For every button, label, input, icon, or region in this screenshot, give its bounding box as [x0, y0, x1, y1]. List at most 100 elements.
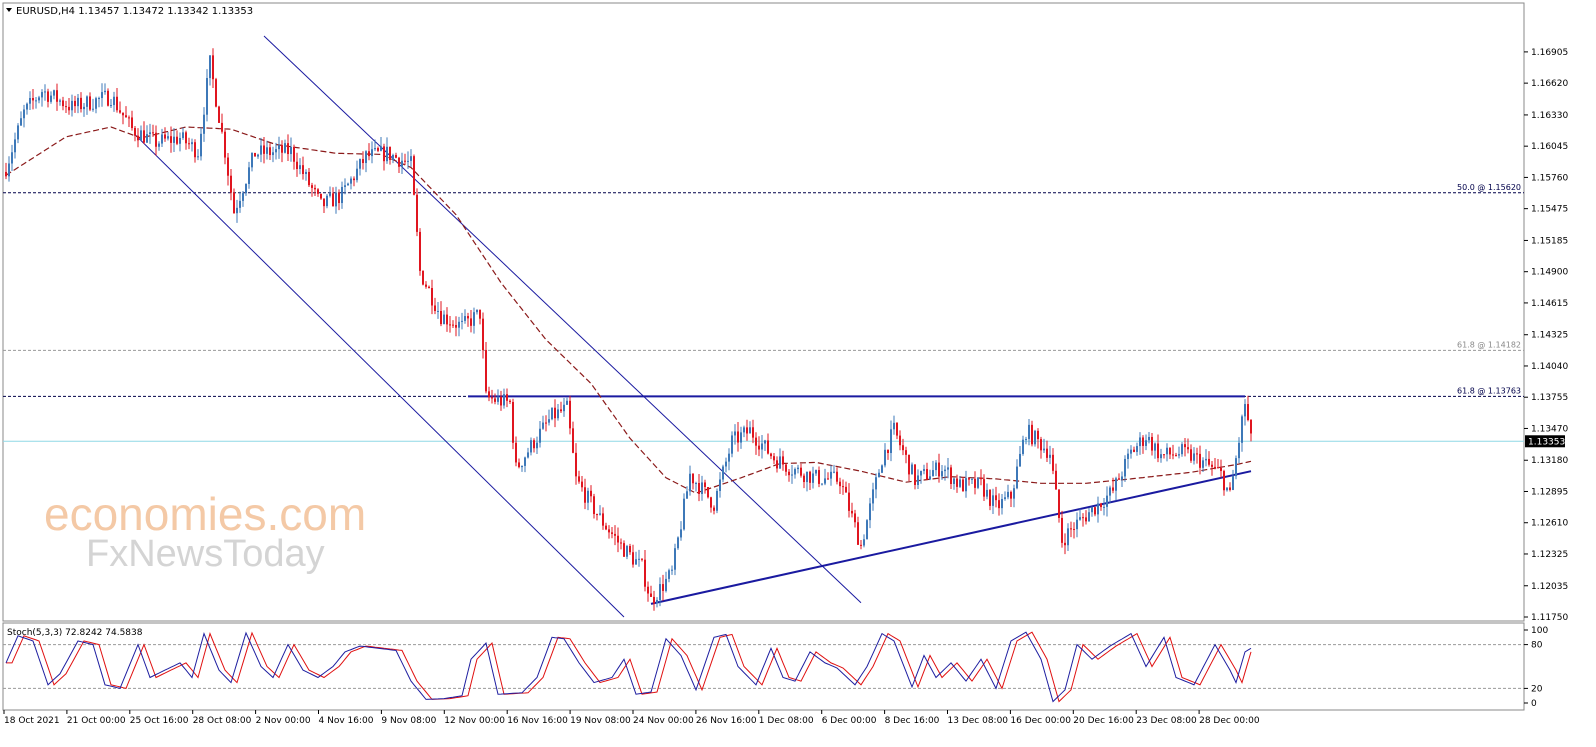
candle-bear: [293, 146, 295, 162]
candle-bull: [146, 134, 148, 143]
candle-bear: [230, 175, 232, 193]
candle-bull: [881, 465, 883, 473]
candle-bear: [1157, 443, 1159, 459]
candle-bull: [167, 136, 169, 139]
candle-bear: [758, 445, 760, 450]
candle-bull: [497, 396, 499, 402]
candle-bear: [74, 100, 76, 107]
candle-bull: [278, 145, 280, 150]
candle-bear: [704, 482, 706, 488]
watermark: economies.com FxNewsToday: [44, 488, 366, 575]
candle-bear: [782, 456, 784, 465]
candle-bull: [473, 312, 475, 326]
ma-line: [5, 126, 1252, 494]
candle-bull: [734, 431, 736, 436]
candle-bull: [890, 429, 892, 454]
candle-bull: [53, 90, 55, 96]
candle-bull: [521, 465, 523, 468]
candle-bear: [221, 122, 223, 132]
candle-bull: [503, 394, 505, 406]
fib-level-label: 50.0 @ 1.15620: [1457, 183, 1521, 192]
candle-bull: [71, 100, 73, 111]
candle-bear: [962, 479, 964, 492]
candle-bull: [35, 100, 37, 102]
candle-bull: [41, 92, 43, 98]
price-tick-label: 1.12325: [1531, 550, 1568, 560]
candle-bear: [785, 464, 787, 472]
candle-bull: [275, 149, 277, 153]
candle-bull: [182, 132, 184, 138]
candle-bear: [428, 286, 430, 289]
candle-bear: [1217, 467, 1219, 469]
candle-bull: [1154, 443, 1156, 451]
candle-bear: [47, 91, 49, 102]
candle-bear: [1199, 453, 1201, 468]
time-tick-label: 16 Nov 16:00: [507, 716, 568, 726]
candle-bull: [191, 142, 193, 145]
candle-bear: [710, 497, 712, 508]
candle-bear: [698, 483, 700, 494]
candle-bear: [623, 543, 625, 557]
candle-bull: [251, 152, 253, 168]
current-price-label: 1.13353: [1525, 435, 1565, 448]
candle-bull: [1103, 506, 1105, 508]
candle-bear: [968, 478, 970, 480]
candle-bear: [164, 134, 166, 139]
candle-bull: [260, 145, 262, 155]
candle-bear: [776, 460, 778, 469]
candle-bear: [125, 115, 127, 118]
candle-bull: [461, 320, 463, 322]
candle-bear: [32, 98, 34, 101]
candle-bull: [638, 558, 640, 560]
candle-bull: [671, 569, 673, 571]
candle-bull: [1049, 454, 1051, 458]
price-axis: 1.16905 1.16620 1.16330 1.16045 1.15760 1.154…: [1524, 48, 1568, 623]
candle-bear: [404, 160, 406, 162]
candle-bear: [1142, 437, 1144, 446]
candle-bear: [533, 440, 535, 449]
candle-bear: [80, 97, 82, 110]
candle-bull: [551, 407, 553, 420]
candle-bear: [383, 146, 385, 162]
candle-bear: [323, 198, 325, 207]
candle-bull: [806, 471, 808, 483]
candle-bear: [857, 522, 859, 545]
candle-bull: [815, 470, 817, 474]
candle-bull: [305, 171, 307, 175]
candle-bull: [476, 309, 478, 313]
candle-bull: [911, 464, 913, 475]
candle-bull: [1091, 507, 1093, 513]
candle-bear: [215, 79, 217, 107]
candle-bear: [1184, 444, 1186, 448]
triangle-down-icon[interactable]: [6, 8, 12, 12]
candle-bull: [299, 165, 301, 170]
candle-bear: [827, 478, 829, 480]
time-tick-label: 2 Nov 00:00: [256, 716, 311, 726]
candle-bull: [875, 477, 877, 490]
trendlines: [134, 35, 1252, 618]
candle-bear: [485, 350, 487, 392]
candle-bull: [1145, 440, 1147, 446]
stoch-signal-line: [6, 631, 1252, 703]
candle-bear: [1085, 517, 1087, 522]
candle-bull: [86, 96, 88, 107]
price-tick-label: 1.16330: [1531, 111, 1568, 121]
candle-bull: [1028, 424, 1030, 440]
candle-bull: [335, 192, 337, 207]
candle-bull: [683, 498, 685, 530]
candle-bull: [1205, 458, 1207, 461]
candle-bull: [527, 452, 529, 458]
candle-bull: [869, 503, 871, 521]
candle-bull: [29, 98, 31, 104]
candle-bear: [956, 478, 958, 487]
time-tick-label: 9 Nov 08:00: [381, 716, 436, 726]
candle-bull: [1043, 448, 1045, 451]
candle-bear: [641, 558, 643, 560]
candle-bull: [206, 78, 208, 115]
candle-bull: [659, 584, 661, 600]
candle-bull: [1019, 453, 1021, 467]
candle-bull: [458, 321, 460, 328]
candle-bull: [971, 478, 973, 480]
candle-bull: [1088, 512, 1090, 522]
candle-bull: [626, 546, 628, 557]
